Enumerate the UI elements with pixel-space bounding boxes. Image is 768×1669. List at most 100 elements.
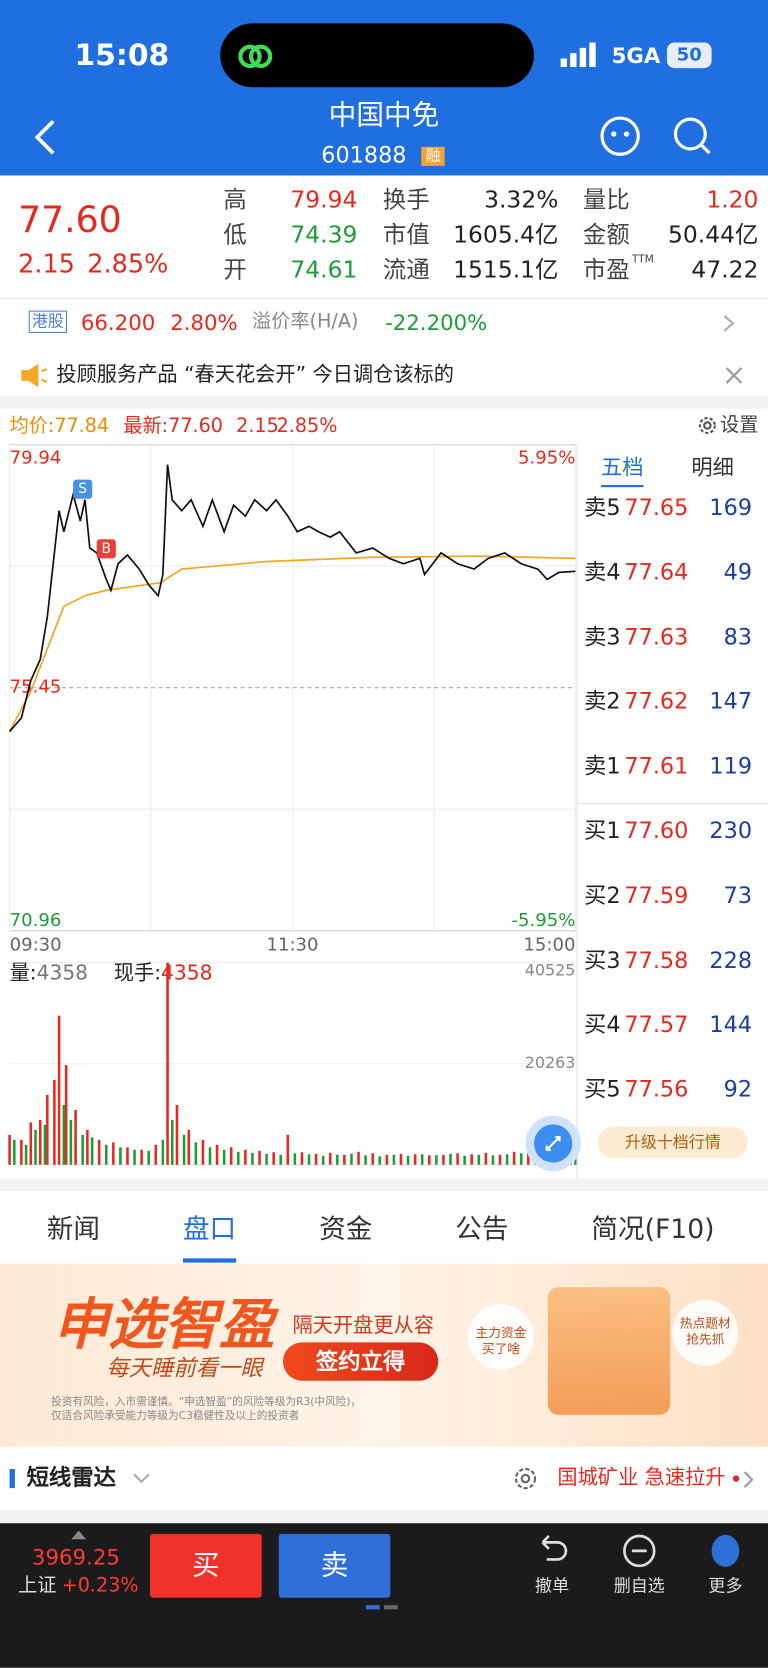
volume-bar bbox=[512, 1151, 516, 1165]
stat-value: 74.61 bbox=[290, 257, 358, 285]
volume-bar bbox=[215, 1144, 219, 1165]
hk-pct: 2.80% bbox=[170, 309, 238, 336]
action-icons bbox=[541, 1534, 740, 1568]
hand-value: 4358 bbox=[161, 961, 213, 985]
volume-bar bbox=[307, 1154, 311, 1165]
stat-value: 50.44亿 bbox=[668, 222, 759, 249]
volume-bar bbox=[420, 1154, 424, 1165]
premium-label: 溢价率(H/A) bbox=[252, 310, 359, 333]
volume-bar bbox=[38, 1119, 42, 1165]
hk-tag: 港股 bbox=[28, 310, 68, 333]
tab[interactable]: 公告 bbox=[455, 1213, 509, 1245]
tab-five[interactable]: 五档 bbox=[600, 454, 644, 480]
bubble-text: 主力资金 买了啥 bbox=[472, 1325, 529, 1357]
tab[interactable]: 新闻 bbox=[46, 1213, 101, 1245]
notice[interactable]: 投顾服务产品 “春天花会开” 今日调仓该标的 bbox=[56, 362, 454, 387]
stat-label: 换手 bbox=[382, 187, 430, 214]
island-icon bbox=[238, 44, 273, 69]
panel-border bbox=[576, 444, 578, 1179]
caret-up bbox=[71, 1530, 87, 1540]
volume-bar bbox=[140, 1149, 143, 1165]
y-tick-label: 20263 bbox=[525, 1053, 576, 1072]
float-button[interactable] bbox=[523, 1114, 583, 1174]
volume-bar bbox=[46, 1094, 49, 1165]
radar-stock[interactable]: 国城矿业 急速拉升 bbox=[557, 1465, 725, 1490]
header-icons[interactable] bbox=[599, 115, 716, 160]
volume-bar bbox=[251, 1152, 254, 1165]
intraday-chart: 79.94 75.45 70.96 5.95% -5.95% 09:30 11:30 15:0… bbox=[8, 444, 577, 1166]
tab[interactable]: 简况(F10) bbox=[591, 1213, 715, 1245]
banner-button[interactable]: 签约立得 bbox=[282, 1342, 439, 1381]
price-line bbox=[8, 555, 576, 732]
volume-bar bbox=[286, 1134, 290, 1165]
stat-value: 1515.1亿 bbox=[453, 257, 559, 285]
volume-bar bbox=[154, 1144, 158, 1165]
tab[interactable]: 资金 bbox=[319, 1213, 373, 1245]
divider bbox=[0, 297, 768, 299]
gear-icon[interactable] bbox=[697, 415, 718, 436]
stat-sup: TTM bbox=[631, 254, 654, 266]
last-price: 最新:77.60 bbox=[123, 414, 223, 438]
upgrade-button[interactable]: 升级十档行情 bbox=[597, 1126, 748, 1159]
radar-stock-name: 国城矿业 bbox=[557, 1465, 639, 1490]
book-volume: 49 bbox=[723, 559, 753, 585]
volume-bar bbox=[498, 1154, 502, 1165]
last-change: 2.15 bbox=[236, 414, 279, 438]
stat-label: 低 bbox=[223, 222, 247, 249]
network: 5GA bbox=[611, 42, 661, 69]
volume-bar bbox=[300, 1152, 304, 1165]
book-side: 卖3 bbox=[583, 623, 621, 650]
book-price: 77.62 bbox=[624, 688, 689, 715]
volume-bar bbox=[170, 1119, 174, 1165]
volume-bar bbox=[104, 1144, 108, 1165]
buy-button[interactable]: 买 bbox=[149, 1533, 262, 1598]
volume-bar bbox=[449, 1153, 452, 1165]
sell-button[interactable]: 卖 bbox=[278, 1533, 391, 1598]
disclaimer: 投资有风险，入市需谨慎。“申选智盈”的风险等级为R3(中风险)， 仅适合风险承受能… bbox=[51, 1396, 361, 1424]
y-tick-label: 70.96 bbox=[10, 910, 62, 931]
stat-value: 79.94 bbox=[290, 187, 358, 214]
chevron-down bbox=[133, 1473, 150, 1484]
tab[interactable]: 盘口 bbox=[182, 1213, 237, 1245]
action-remove[interactable]: 删自选 bbox=[613, 1575, 665, 1596]
chevron bbox=[743, 1471, 754, 1488]
action-undo[interactable]: 撤单 bbox=[535, 1575, 570, 1596]
radar-gear[interactable] bbox=[513, 1466, 539, 1492]
x-tick-label: 11:30 bbox=[266, 935, 318, 956]
disclaimer-line: 仅适合风险承受能力等级为C3稳健性及以上的投资者 bbox=[51, 1410, 300, 1423]
stock-code: 601888 bbox=[321, 142, 407, 169]
book-volume: 92 bbox=[723, 1076, 753, 1103]
back-button[interactable] bbox=[32, 117, 60, 157]
book-price: 77.57 bbox=[624, 1012, 689, 1038]
banner-tagline: 隔天开盘更从容 bbox=[292, 1313, 435, 1338]
settings[interactable]: 设置 bbox=[720, 413, 759, 437]
dot bbox=[732, 1475, 740, 1482]
close-button[interactable] bbox=[724, 366, 743, 385]
index-change: +0.23% bbox=[61, 1574, 139, 1597]
volume-bar bbox=[29, 1122, 33, 1165]
volume-bar bbox=[147, 1150, 150, 1165]
battery: 50 bbox=[666, 42, 712, 69]
volume-bar bbox=[237, 1151, 240, 1165]
volume-bar bbox=[343, 1154, 346, 1165]
chevron bbox=[723, 315, 735, 332]
x-tick-label: 09:30 bbox=[10, 935, 62, 956]
index-value[interactable]: 3969.25 bbox=[31, 1544, 120, 1571]
book-price: 77.60 bbox=[624, 817, 689, 844]
stat-value: 47.22 bbox=[691, 257, 759, 285]
book-side: 卖5 bbox=[583, 494, 621, 521]
volume-bar bbox=[74, 1109, 77, 1165]
radar-title[interactable]: 短线雷达 bbox=[26, 1464, 116, 1491]
tab-underline bbox=[600, 485, 644, 488]
bubble-line: 主力资金 bbox=[475, 1325, 527, 1341]
stat-label: 市盈 bbox=[582, 257, 630, 285]
bubble-line: 抢先抓 bbox=[686, 1331, 725, 1347]
tab-detail[interactable]: 明细 bbox=[691, 454, 734, 480]
action-more[interactable]: 更多 bbox=[708, 1575, 743, 1596]
volume-bar bbox=[321, 1155, 325, 1165]
last-pct: 2.85% bbox=[276, 414, 338, 438]
stat-label: 流通 bbox=[382, 257, 430, 285]
volume-bar bbox=[392, 1154, 396, 1165]
